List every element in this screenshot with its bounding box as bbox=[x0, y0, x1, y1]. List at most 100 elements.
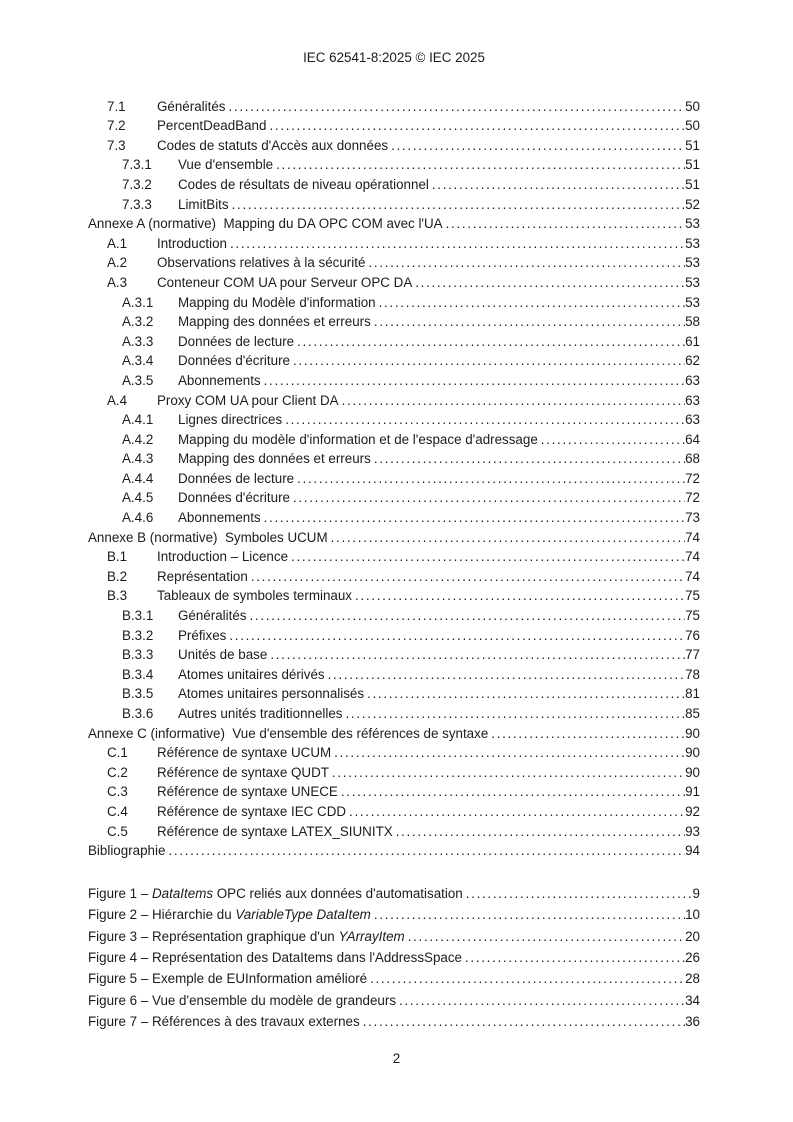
toc-entry-page: 72 bbox=[685, 490, 700, 506]
dot-leader: ........................................… bbox=[291, 549, 685, 565]
toc-entry-label: Représentation bbox=[157, 568, 248, 584]
toc-entry-number: A.3.1 bbox=[122, 294, 154, 310]
toc-row: B.3.6 Autres unités traditionnelles ....… bbox=[88, 704, 700, 724]
dot-leader: ........................................… bbox=[373, 907, 686, 923]
toc-entry-page: 50 bbox=[685, 98, 700, 114]
toc-entry-label: Mapping des données et erreurs bbox=[178, 314, 371, 330]
figure-caption-text: Figure 3 – Représentation graphique d'un bbox=[88, 928, 339, 944]
toc-row: C.3 Référence de syntaxe UNECE .........… bbox=[88, 782, 700, 802]
figure-caption-suffix: OPC reliés aux données d'automatisation bbox=[213, 885, 463, 901]
dot-leader: ........................................… bbox=[292, 353, 685, 369]
toc-entry-number: C.1 bbox=[107, 745, 128, 761]
toc-entry-number: A.4.4 bbox=[122, 470, 154, 486]
dot-leader: ........................................… bbox=[373, 314, 686, 330]
toc-row: B.3.1 Généralités ......................… bbox=[88, 606, 700, 626]
dot-leader: ........................................… bbox=[249, 608, 685, 624]
dot-leader: ........................................… bbox=[229, 235, 686, 251]
figure-caption-text: Figure 6 – Vue d'ensemble du modèle de g… bbox=[88, 992, 397, 1008]
toc-entry-number: A.1 bbox=[107, 235, 128, 251]
toc-row: B.3.5 Atomes unitaires personnalisés ...… bbox=[88, 684, 700, 704]
toc-row: A.3 Conteneur COM UA pour Serveur OPC DA… bbox=[88, 273, 700, 293]
toc-entry-page: 74 bbox=[685, 529, 700, 545]
toc-entry-number: A.3.5 bbox=[122, 372, 154, 388]
dot-leader: ........................................… bbox=[465, 885, 693, 901]
toc-entry-label: Référence de syntaxe UCUM bbox=[157, 745, 332, 761]
toc-entry-number: A.4.3 bbox=[122, 451, 154, 467]
toc-entry-label: Introduction – Licence bbox=[157, 549, 289, 565]
dot-leader: ........................................… bbox=[330, 529, 685, 545]
header-title: IEC 62541-8:2025 © IEC 2025 bbox=[303, 50, 485, 65]
toc-entry-label: Codes de statuts d'Accès aux données bbox=[157, 137, 389, 153]
toc-entry-page: 75 bbox=[685, 608, 700, 624]
figure-caption-text: Figure 5 – Exemple de EUInformation amél… bbox=[88, 971, 368, 987]
figure-list-row: Figure 1 – DataItems OPC reliés aux donn… bbox=[88, 884, 700, 904]
toc-entry-number: C.5 bbox=[107, 823, 128, 839]
figure-caption-text: Figure 4 – Représentation des DataItems … bbox=[88, 949, 462, 965]
toc-entry-page: 81 bbox=[685, 686, 700, 702]
toc-row: A.4.6 Abonnements ......................… bbox=[88, 508, 700, 528]
toc-entry-page: 93 bbox=[685, 823, 700, 839]
figure-list-row: Figure 5 – Exemple de EUInformation amél… bbox=[88, 969, 700, 989]
toc-entry-number: B.3.2 bbox=[122, 627, 154, 643]
figure-page: 10 bbox=[685, 907, 700, 923]
toc-entry-page: 75 bbox=[685, 588, 700, 604]
toc-row: A.4.4 Données de lecture ...............… bbox=[88, 469, 700, 489]
toc-entry-label: Abonnements bbox=[178, 510, 261, 526]
toc-entry-page: 52 bbox=[685, 196, 700, 212]
toc-row: Annexe A (normative) Mapping du DA OPC C… bbox=[88, 214, 700, 234]
toc-entry-label: Mapping du modèle d'information et de l'… bbox=[178, 431, 538, 447]
dot-leader: ........................................… bbox=[168, 843, 685, 859]
toc-entry-label: Unités de base bbox=[178, 647, 268, 663]
toc-entry-number: A.3.4 bbox=[122, 353, 154, 369]
toc-entry-label: Généralités bbox=[157, 98, 226, 114]
toc-entry-page: 51 bbox=[685, 137, 700, 153]
dot-leader: ........................................… bbox=[391, 137, 686, 153]
dot-leader: ........................................… bbox=[464, 949, 686, 965]
toc-entry-page: 61 bbox=[685, 333, 700, 349]
toc-entry-number: A.4.1 bbox=[122, 412, 154, 428]
toc-entry-number: A.3.2 bbox=[122, 314, 154, 330]
dot-leader: ........................................… bbox=[327, 666, 686, 682]
toc-row: Annexe B (normative) Symboles UCUM .....… bbox=[88, 528, 700, 548]
dot-leader: ........................................… bbox=[368, 255, 686, 271]
dot-leader: ........................................… bbox=[491, 725, 685, 741]
toc-entry-number: A.4.5 bbox=[122, 490, 154, 506]
table-of-contents: 7.1 Généralités ........................… bbox=[88, 97, 700, 861]
toc-entry-number: 7.3 bbox=[107, 137, 126, 153]
figure-caption-text: Figure 1 – bbox=[88, 885, 153, 901]
toc-entry-number: A.4.2 bbox=[122, 431, 154, 447]
dot-leader: ........................................… bbox=[229, 627, 685, 643]
toc-row: 7.1 Généralités ........................… bbox=[88, 97, 700, 117]
toc-entry-page: 94 bbox=[685, 843, 700, 859]
toc-entry-page: 64 bbox=[685, 431, 700, 447]
toc-entry-page: 63 bbox=[685, 372, 700, 388]
toc-row: C.1 Référence de syntaxe UCUM ..........… bbox=[88, 743, 700, 763]
figure-list: Figure 1 – DataItems OPC reliés aux donn… bbox=[88, 884, 700, 1032]
dot-leader: ........................................… bbox=[370, 971, 686, 987]
toc-row: 7.3.2 Codes de résultats de niveau opéra… bbox=[88, 175, 700, 195]
toc-entry-page: 53 bbox=[685, 255, 700, 271]
dot-leader: ........................................… bbox=[431, 176, 685, 192]
dot-leader: ........................................… bbox=[231, 196, 685, 212]
toc-row: 7.3 Codes de statuts d'Accès aux données… bbox=[88, 136, 700, 156]
toc-entry-label: Données d'écriture bbox=[178, 353, 290, 369]
toc-row: A.4.1 Lignes directrices ...............… bbox=[88, 410, 700, 430]
toc-entry-number: B.2 bbox=[107, 568, 128, 584]
toc-entry-number: C.4 bbox=[107, 803, 128, 819]
figure-caption-italic: DataItems bbox=[152, 885, 214, 901]
toc-row: B.3.4 Atomes unitaires dérivés .........… bbox=[88, 665, 700, 685]
dot-leader: ........................................… bbox=[297, 333, 685, 349]
toc-entry-label: Mapping des données et erreurs bbox=[178, 451, 371, 467]
toc-row: 7.2 PercentDeadBand ....................… bbox=[88, 116, 700, 136]
figure-page: 36 bbox=[685, 1014, 700, 1030]
toc-entry-page: 53 bbox=[685, 294, 700, 310]
toc-entry-label: Tableaux de symboles terminaux bbox=[157, 588, 353, 604]
toc-row: A.3.1 Mapping du Modèle d'information ..… bbox=[88, 293, 700, 313]
toc-row: Annexe C (informative) Vue d'ensemble de… bbox=[88, 724, 700, 744]
toc-row: A.1 Introduction .......................… bbox=[88, 234, 700, 254]
toc-entry-label: Annexe A (normative) Mapping du DA OPC C… bbox=[88, 216, 443, 232]
dot-leader: ........................................… bbox=[399, 992, 685, 1008]
toc-row: A.3.4 Données d'écriture ...............… bbox=[88, 351, 700, 371]
toc-row: C.4 Référence de syntaxe IEC CDD .......… bbox=[88, 802, 700, 822]
toc-row: A.4.2 Mapping du modèle d'information et… bbox=[88, 430, 700, 450]
